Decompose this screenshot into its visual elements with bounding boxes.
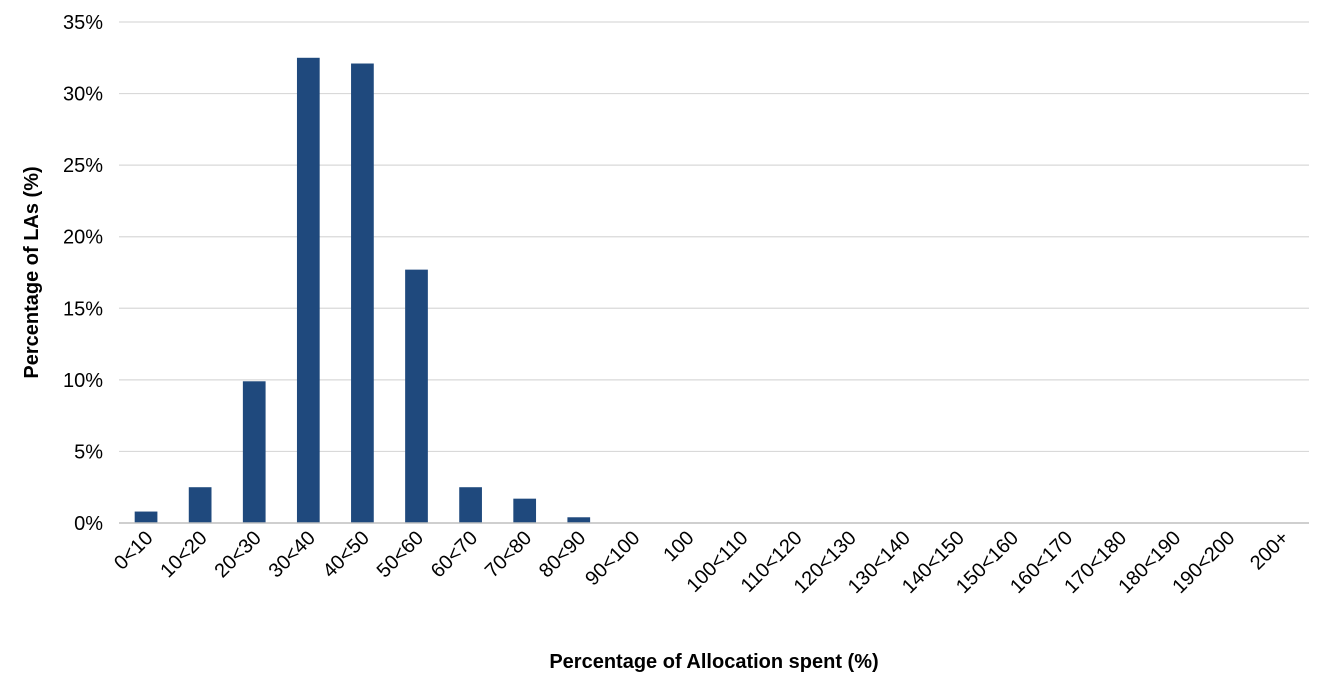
y-tick-label: 25% <box>63 155 103 177</box>
x-tick-label: 10<20 <box>156 527 211 582</box>
bar <box>188 487 212 523</box>
y-axis-title: Percentage of LAs (%) <box>21 166 43 378</box>
y-tick-label: 20% <box>63 227 103 249</box>
bar <box>296 57 320 524</box>
y-tick-label: 10% <box>63 370 103 392</box>
x-tick-label: 90<100 <box>581 527 644 590</box>
bars <box>134 57 591 524</box>
x-tick-label: 200+ <box>1246 527 1293 574</box>
x-tick-label: 60<70 <box>427 527 482 582</box>
y-axis-tick-labels: 0% 5% 10% 15% 20% 25% 30% 35% <box>63 12 103 535</box>
bar <box>351 63 374 524</box>
y-tick-label: 0% <box>74 513 103 535</box>
y-tick-label: 15% <box>63 298 103 320</box>
x-tick-label: 100 <box>659 527 698 566</box>
x-tick-label: 20<30 <box>210 527 265 582</box>
x-tick-label: 70<80 <box>481 527 536 582</box>
x-axis-tick-labels: 0<1010<2020<3030<4040<5050<6060<7070<808… <box>110 527 1293 598</box>
y-tick-label: 5% <box>74 441 103 463</box>
x-tick-label: 0<10 <box>110 527 157 574</box>
bar <box>242 381 266 523</box>
bar <box>134 511 158 523</box>
y-tick-label: 35% <box>63 12 103 34</box>
x-tick-label: 40<50 <box>319 527 374 582</box>
x-axis-title: Percentage of Allocation spent (%) <box>549 651 878 673</box>
x-tick-label: 50<60 <box>373 527 428 582</box>
bar <box>567 517 591 523</box>
bar <box>513 498 537 523</box>
bar <box>405 269 428 523</box>
y-tick-label: 30% <box>63 84 103 106</box>
x-tick-label: 30<40 <box>265 527 320 582</box>
bar <box>459 487 482 523</box>
